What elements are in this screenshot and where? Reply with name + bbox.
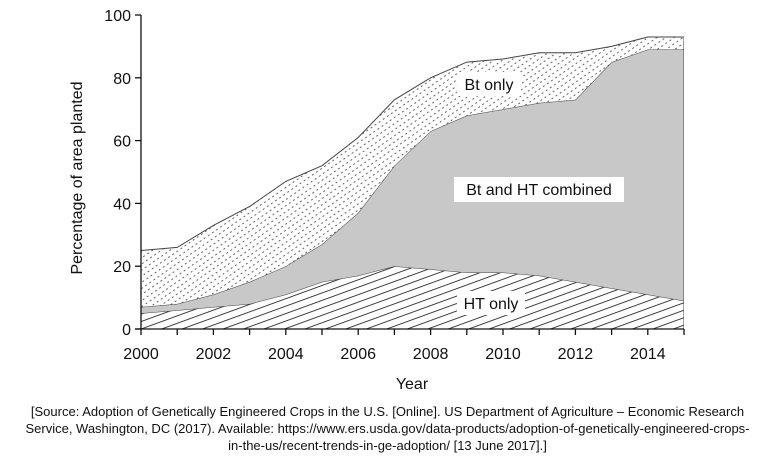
y-tick-label: 80: [113, 71, 131, 88]
stacked-area-chart: 0 20 40 60 80 100 2000 2002 2004 2006 2008 2010 2012…: [69, 8, 685, 393]
y-axis-title: Percentage of area planted: [69, 81, 86, 274]
bt-only-label: Bt only: [465, 77, 514, 94]
region-labels-group: Bt only Bt and HT combined HT only: [454, 72, 624, 315]
bt-only-boundary-line: [141, 36, 684, 251]
y-tick-label: 40: [113, 196, 131, 213]
x-tick-label: 2002: [196, 346, 232, 363]
source-note-line: in-the-us/recent-trends-in-ge-adoption/ …: [228, 438, 547, 453]
combined-label-box: [454, 177, 624, 202]
ht-only-label: HT only: [464, 296, 519, 313]
area-series-group: [141, 36, 684, 329]
x-tick-label: 2010: [485, 346, 521, 363]
x-tick-label: 2014: [630, 346, 666, 363]
x-axis-title: Year: [396, 376, 429, 393]
y-tick-label: 60: [113, 134, 131, 151]
y-tick-label: 0: [122, 322, 131, 339]
bt-only-area: [141, 37, 684, 307]
axes-group: 0 20 40 60 80 100 2000 2002 2004 2006 2008 2010 2012…: [104, 8, 685, 363]
source-note: [Source: Adoption of Genetically Enginee…: [0, 403, 775, 454]
x-tick-label: 2000: [123, 346, 159, 363]
ht-only-area: [141, 266, 684, 329]
x-tick-label: 2006: [340, 346, 376, 363]
combined-label: Bt and HT combined: [466, 182, 612, 199]
x-tick-label: 2004: [268, 346, 304, 363]
bt-only-label-box: [457, 72, 521, 96]
y-tick-label: 20: [113, 259, 131, 276]
y-tick-label: 100: [104, 8, 131, 25]
source-note-line: [Source: Adoption of Genetically Enginee…: [30, 404, 745, 419]
bt-and-ht-combined-area: [141, 49, 684, 314]
source-note-line: Service, Washington, DC (2017). Availabl…: [25, 421, 750, 436]
x-tick-label: 2012: [558, 346, 594, 363]
ht-only-label-box: [457, 291, 525, 315]
x-tick-label: 2008: [413, 346, 449, 363]
